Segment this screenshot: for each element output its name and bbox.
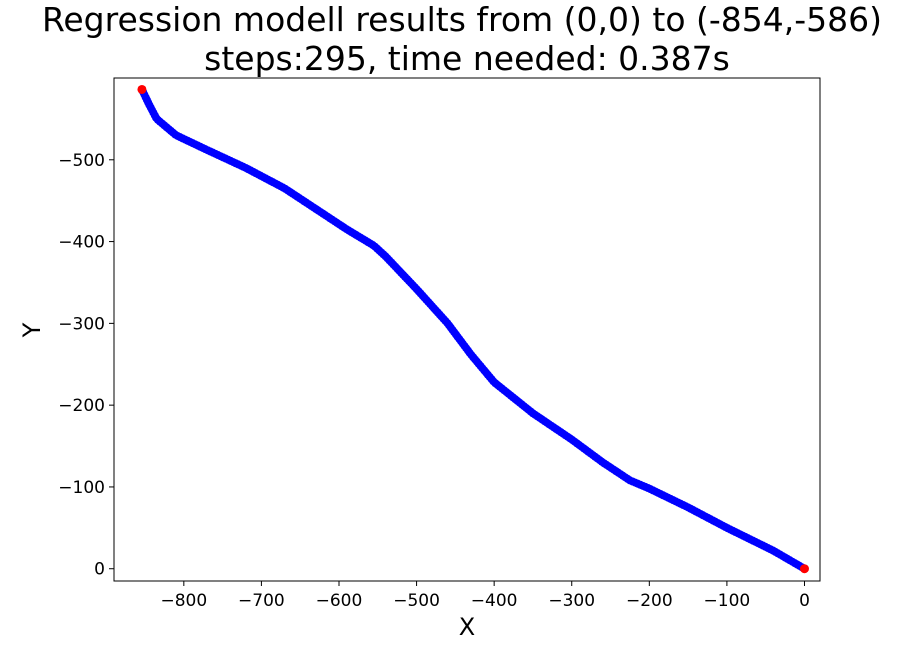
- x-tick-label: −300: [548, 591, 595, 611]
- x-axis-label: X: [459, 613, 475, 641]
- y-tick-label: −300: [58, 314, 105, 334]
- y-tick-label: −500: [58, 151, 105, 171]
- chart-title-line-1: Regression modell results from (0,0) to …: [42, 0, 882, 39]
- x-tick-label: −800: [160, 591, 207, 611]
- path-series: [137, 85, 809, 573]
- y-tick-label: −400: [58, 233, 105, 253]
- x-tick-label: 0: [799, 591, 810, 611]
- x-tick-label: −700: [238, 591, 285, 611]
- chart-title-line-2: steps:295, time needed: 0.387s: [204, 39, 730, 78]
- y-tick-label: 0: [94, 560, 105, 580]
- endpoint-point: [137, 84, 147, 94]
- x-tick-label: −100: [704, 591, 751, 611]
- y-tick-label: −200: [58, 396, 105, 416]
- x-tick-label: −200: [626, 591, 673, 611]
- y-axis: −500 −400 −300 −200 −100 0: [58, 151, 114, 580]
- x-tick-label: −600: [316, 591, 363, 611]
- x-axis: −800 −700 −600 −500 −400 −300 −200 −100 0: [160, 581, 810, 611]
- x-tick-label: −400: [471, 591, 518, 611]
- y-tick-label: −100: [58, 478, 105, 498]
- endpoint-point: [799, 564, 809, 574]
- y-axis-label: Y: [18, 322, 46, 338]
- x-tick-label: −500: [393, 591, 440, 611]
- endpoint-series: [137, 84, 809, 574]
